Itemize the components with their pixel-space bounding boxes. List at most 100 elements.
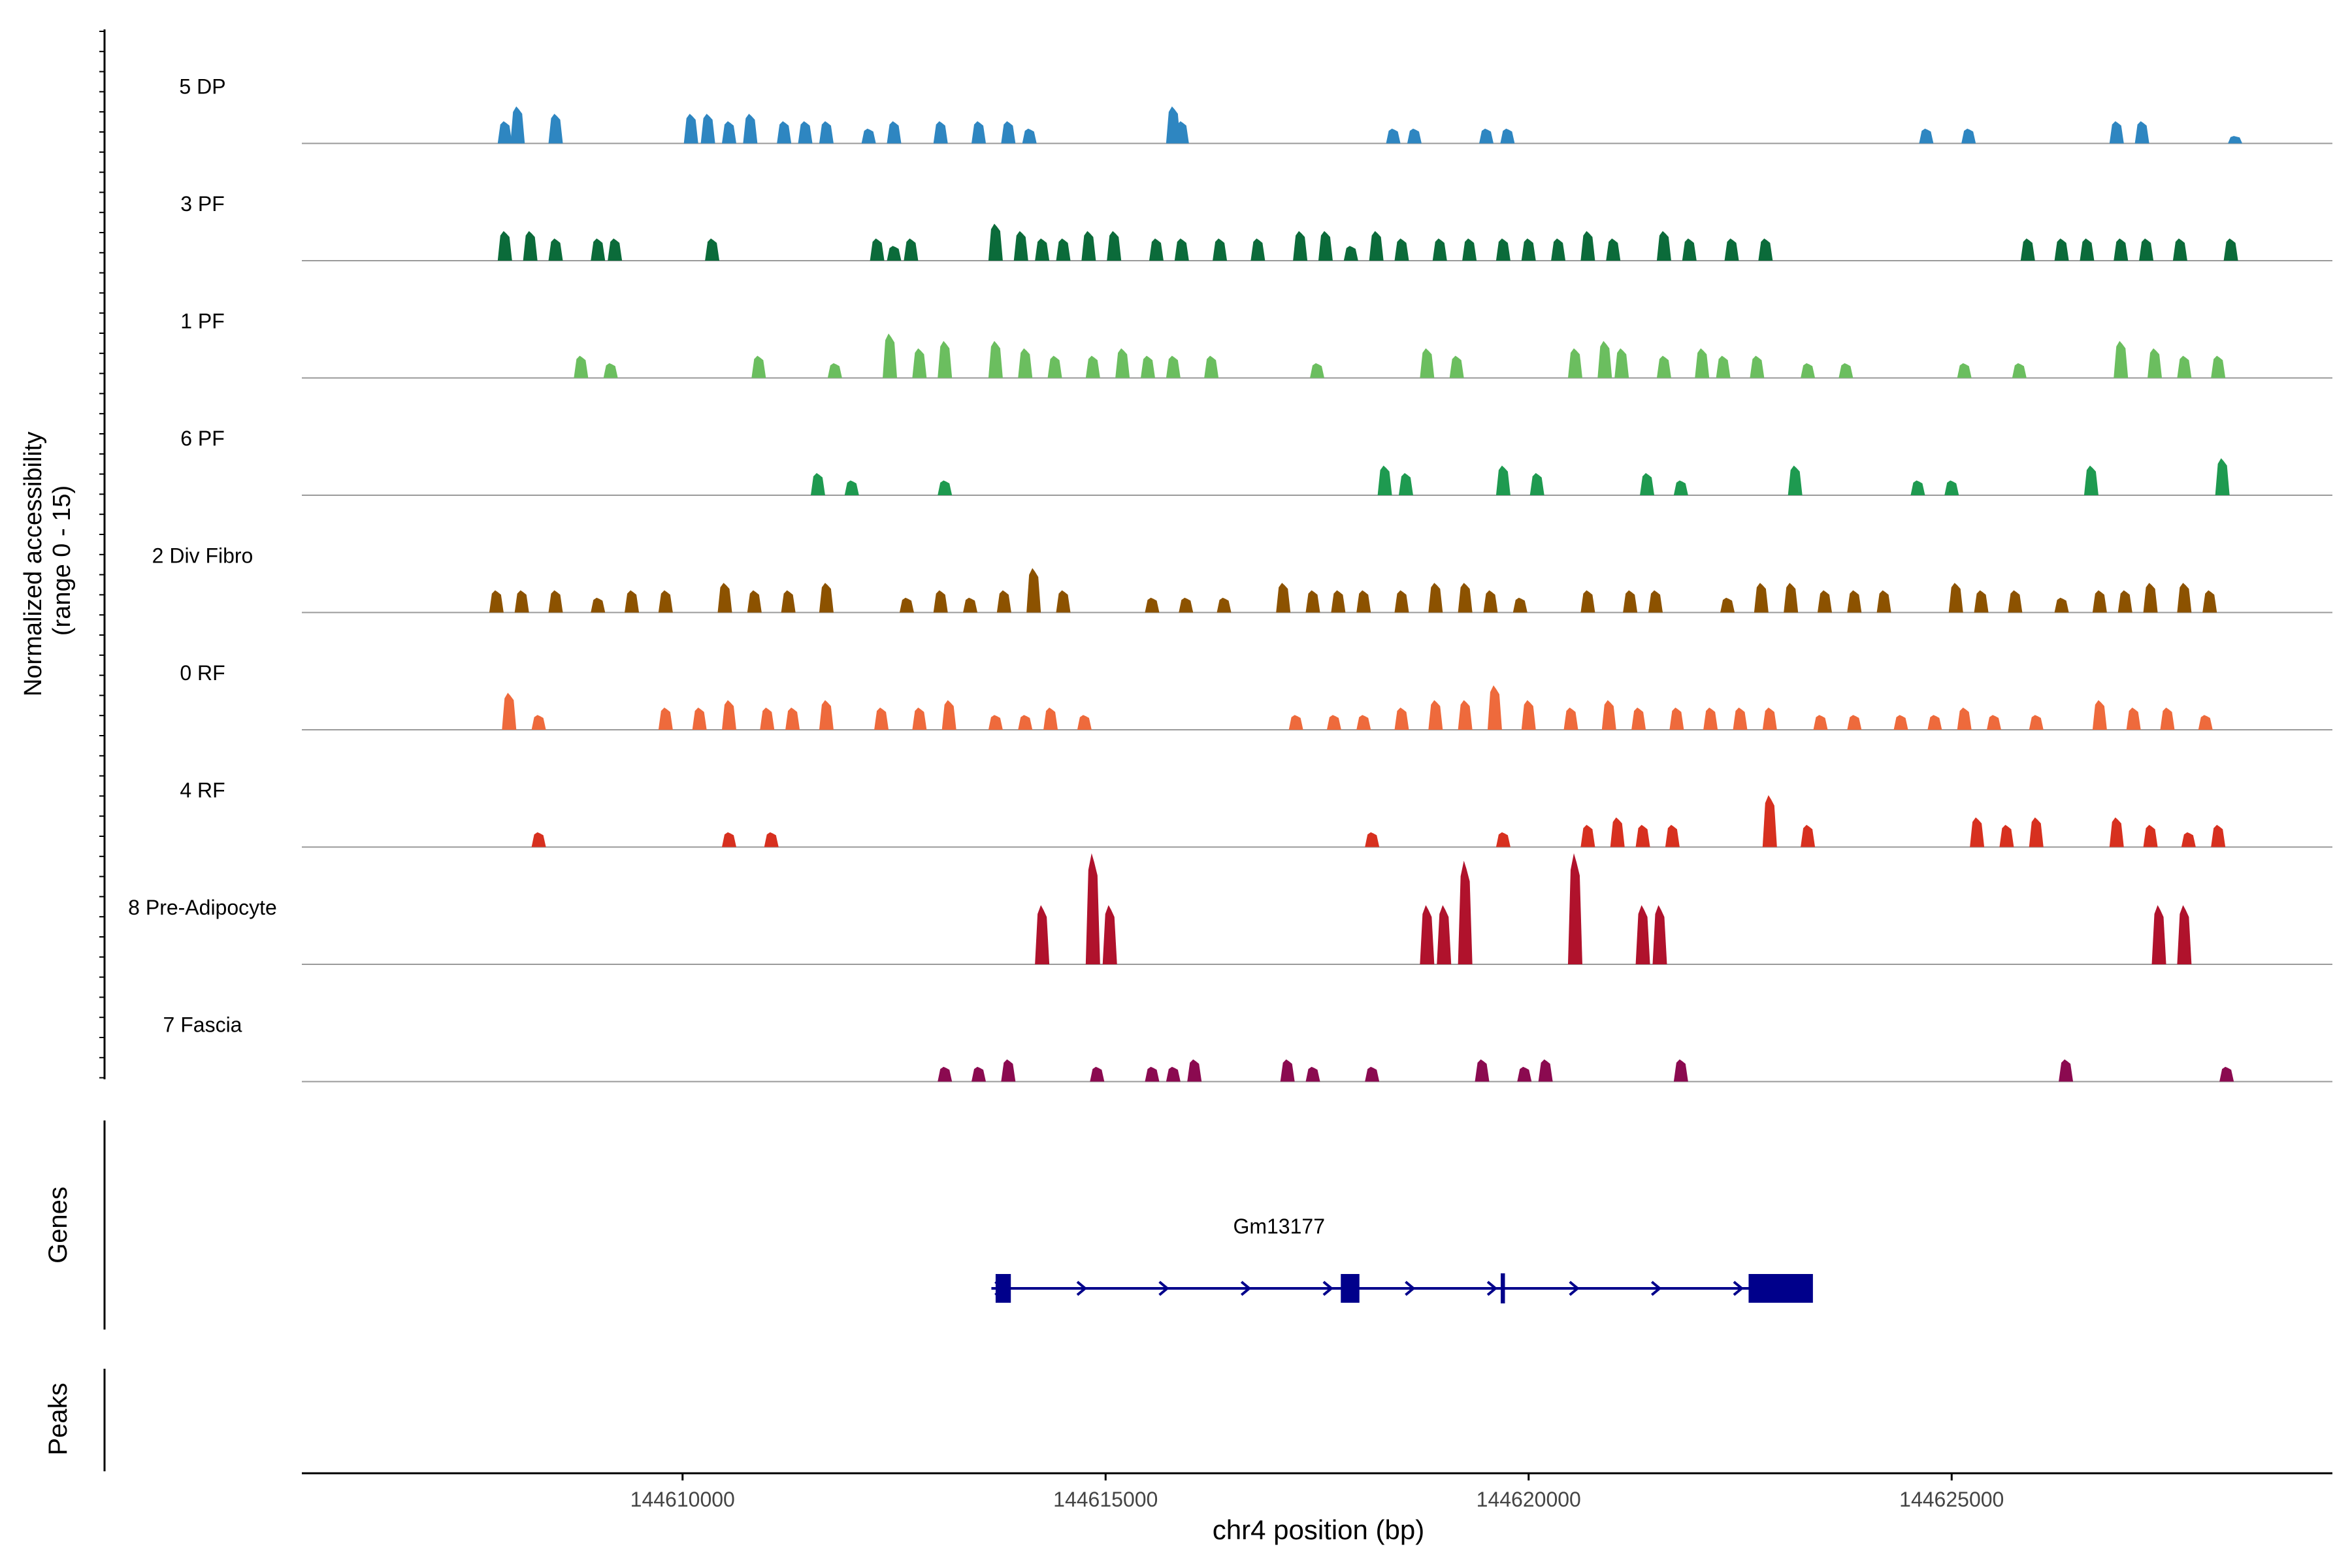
coverage-peak — [2092, 590, 2107, 613]
coverage-peak — [861, 128, 876, 144]
coverage-peak — [608, 238, 623, 261]
coverage-peak — [1377, 465, 1392, 495]
coverage-peak — [1085, 355, 1100, 378]
coverage-peak — [1813, 715, 1828, 730]
coverage-peak — [1356, 590, 1371, 613]
coverage-peak — [1635, 825, 1650, 847]
coverage-peak — [1784, 583, 1799, 613]
coverage-peak — [1635, 905, 1650, 964]
coverage-peak — [1733, 708, 1748, 730]
coverage-peak — [1018, 715, 1033, 730]
coverage-peak — [1610, 817, 1625, 847]
coverage-peak — [1961, 128, 1976, 144]
coverage-peak — [1801, 825, 1816, 847]
coverage-peak — [683, 114, 698, 144]
coverage-peak — [1656, 355, 1671, 378]
genes-panel-label: Genes — [44, 1186, 73, 1264]
coverage-peak — [1818, 590, 1832, 613]
coverage-peak — [933, 121, 948, 144]
coverage-peak — [972, 121, 986, 144]
x-tick-label: 144610000 — [630, 1488, 735, 1511]
coverage-peak — [1521, 700, 1536, 730]
coverage-peak — [1394, 238, 1409, 261]
coverage-peak — [2134, 121, 2149, 144]
coverage-peak — [1838, 363, 1854, 378]
coverage-peak — [1013, 231, 1028, 261]
coverage-peak — [1343, 246, 1358, 261]
coverage-peak — [2080, 238, 2095, 261]
coverage-peak — [2143, 825, 2158, 847]
coverage-peak — [1394, 708, 1409, 730]
gene-exon — [1748, 1274, 1813, 1303]
coverage-peak — [1149, 238, 1164, 261]
coverage-peak — [1145, 1066, 1160, 1082]
coverage-peak — [1331, 590, 1346, 613]
coverage-peak — [743, 114, 758, 144]
coverage-peak — [1475, 1059, 1490, 1082]
coverage-peak — [798, 121, 813, 144]
coverage-peak — [2223, 238, 2238, 261]
coverage-peak — [721, 121, 736, 144]
coverage-peak — [844, 480, 859, 495]
coverage-peak — [2126, 708, 2141, 730]
coverage-peak — [764, 832, 779, 847]
coverage-peak — [1369, 231, 1384, 261]
coverage-peak — [489, 590, 504, 613]
coverage-peak — [1047, 355, 1062, 378]
coverage-peak — [2109, 121, 2124, 144]
coverage-peak — [2177, 583, 2192, 613]
coverage-peak — [1077, 715, 1092, 730]
coverage-peak — [2151, 905, 2166, 964]
coverage-peak — [904, 238, 919, 261]
coverage-peak — [1551, 238, 1566, 261]
coverage-peak — [1043, 708, 1058, 730]
coverage-peak — [972, 1066, 986, 1082]
coverage-peak — [933, 590, 948, 613]
strand-arrow — [1076, 1281, 1088, 1296]
coverage-peak — [988, 223, 1003, 261]
coverage-peak — [747, 590, 762, 613]
coverage-peak — [1458, 700, 1473, 730]
coverage-peak — [531, 715, 546, 730]
coverage-peak — [785, 708, 800, 730]
coverage-peak — [1580, 590, 1595, 613]
coverage-peak — [1102, 905, 1117, 964]
coverage-peak — [1512, 597, 1527, 613]
coverage-peak — [1115, 348, 1130, 378]
coverage-peak — [1365, 1066, 1380, 1082]
coverage-peak — [1720, 597, 1735, 613]
coverage-peak — [1276, 583, 1291, 613]
coverage-peak — [1217, 597, 1232, 613]
coverage-peak — [1356, 715, 1371, 730]
peaks-panel-label: Peaks — [44, 1382, 73, 1455]
coverage-peak — [717, 583, 732, 613]
coverage-peak — [819, 700, 834, 730]
x-axis-label: chr4 position (bp) — [1213, 1514, 1425, 1545]
coverage-peak — [1479, 128, 1494, 144]
coverage-peak — [1394, 590, 1409, 613]
coverage-peak — [2181, 832, 2196, 847]
coverage-peak — [1407, 128, 1422, 144]
track-label: 2 Div Fibro — [152, 544, 253, 568]
coverage-peak — [1631, 708, 1646, 730]
gene-exon — [1501, 1273, 1505, 1303]
track-6-pf: 6 PF — [180, 427, 2332, 496]
coverage-peak — [510, 106, 525, 144]
coverage-peak — [1788, 465, 1803, 495]
coverage-peak — [1166, 355, 1181, 378]
coverage-peak — [2177, 355, 2192, 378]
coverage-peak — [1293, 231, 1308, 261]
coverage-peak — [1458, 860, 1473, 964]
coverage-peak — [1703, 708, 1718, 730]
coverage-peak — [870, 238, 885, 261]
track-label: 4 RF — [180, 779, 225, 802]
coverage-peak — [1521, 238, 1536, 261]
coverage-peak — [1987, 715, 2001, 730]
coverage-peak — [963, 597, 978, 613]
coverage-peak — [1318, 231, 1333, 261]
coverage-peak — [1495, 465, 1511, 495]
y-axis-label: Normalized accessibility (range 0 - 15) — [20, 425, 76, 696]
track-label: 0 RF — [180, 661, 225, 685]
coverage-peak — [1428, 700, 1443, 730]
